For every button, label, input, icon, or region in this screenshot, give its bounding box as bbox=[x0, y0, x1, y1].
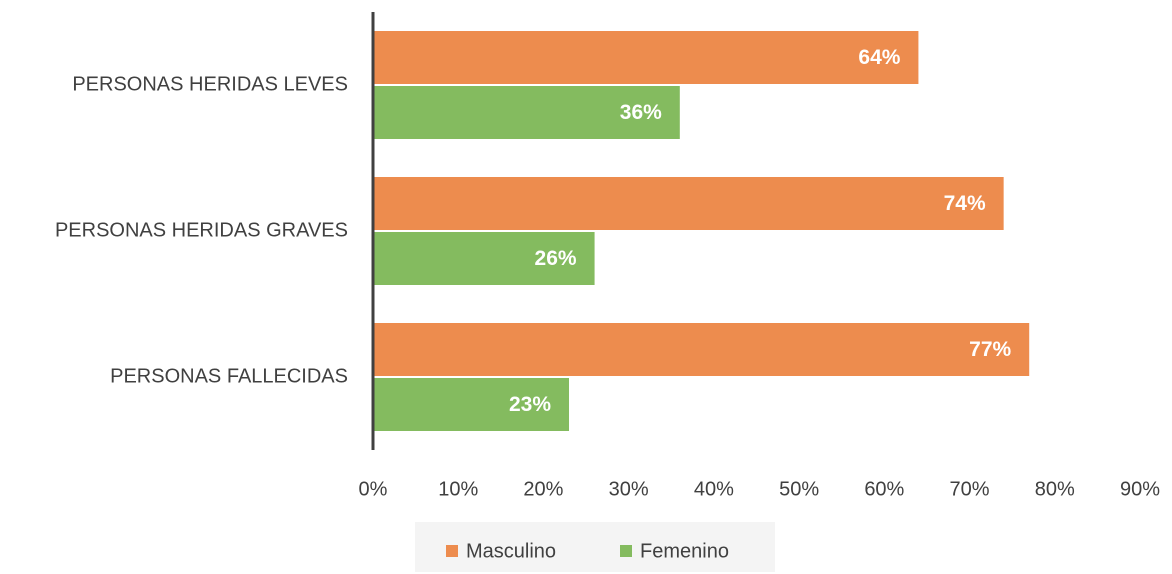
y-tick-label: PERSONAS FALLECIDAS bbox=[110, 365, 348, 387]
data-label: 64% bbox=[858, 46, 900, 69]
legend-swatch bbox=[446, 545, 458, 557]
legend-swatch bbox=[620, 545, 632, 557]
y-tick-label: PERSONAS HERIDAS GRAVES bbox=[55, 219, 348, 241]
legend-label: Masculino bbox=[466, 540, 556, 562]
x-tick-label: 20% bbox=[523, 478, 563, 500]
legend-box bbox=[415, 522, 775, 572]
x-tick-label: 70% bbox=[950, 478, 990, 500]
bar bbox=[373, 378, 570, 431]
data-label: 74% bbox=[944, 192, 986, 215]
x-tick-label: 90% bbox=[1120, 478, 1160, 500]
x-tick-label: 10% bbox=[438, 478, 478, 500]
x-tick-label: 0% bbox=[359, 478, 388, 500]
x-tick-label: 60% bbox=[864, 478, 904, 500]
data-label: 36% bbox=[620, 101, 662, 124]
bar bbox=[373, 232, 595, 285]
bar bbox=[373, 86, 680, 139]
bar bbox=[373, 177, 1004, 230]
x-tick-label: 40% bbox=[694, 478, 734, 500]
bar bbox=[373, 323, 1030, 376]
bar bbox=[373, 31, 919, 84]
data-label: 23% bbox=[509, 393, 551, 416]
y-tick-label: PERSONAS HERIDAS LEVES bbox=[72, 73, 348, 95]
x-tick-label: 30% bbox=[609, 478, 649, 500]
legend-label: Femenino bbox=[640, 540, 729, 562]
data-label: 77% bbox=[969, 338, 1011, 361]
data-label: 26% bbox=[535, 247, 577, 270]
x-tick-label: 80% bbox=[1035, 478, 1075, 500]
x-tick-label: 50% bbox=[779, 478, 819, 500]
